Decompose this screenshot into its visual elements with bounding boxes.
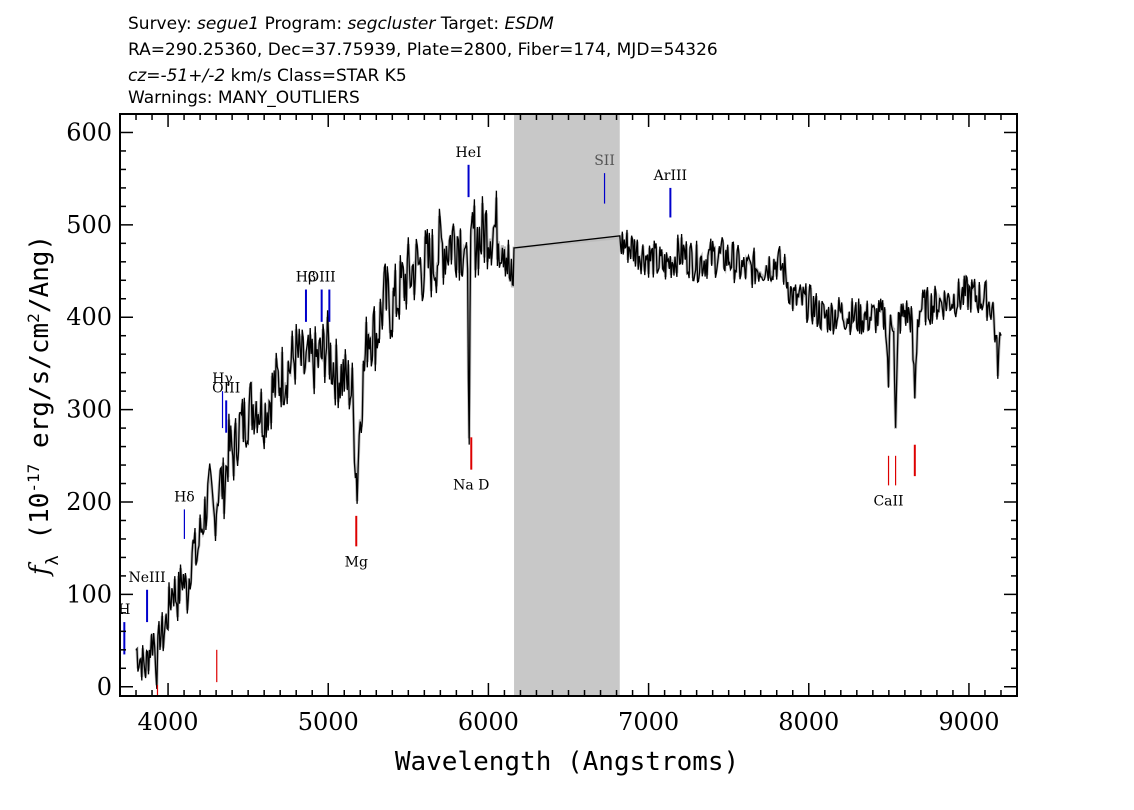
header-coordinates-line: RA=290.25360, Dec=37.75939, Plate=2800, … (128, 40, 718, 60)
spectral-line-label: SII (594, 153, 615, 169)
y-tick-label: 300 (66, 396, 112, 424)
spectral-line-label: Hβ (296, 270, 316, 286)
spectral-line-label: HeI (456, 145, 482, 161)
spectral-line-label: CaII (873, 493, 903, 509)
x-axis-title: Wavelength (Angstroms) (395, 747, 739, 777)
x-tick-label: 5000 (298, 708, 359, 736)
header-warnings-line: Warnings: MANY_OUTLIERS (128, 88, 360, 108)
y-tick-label: 0 (97, 673, 112, 701)
x-tick-label: 9000 (938, 708, 999, 736)
x-tick-label: 6000 (458, 708, 519, 736)
header-redshift-line: cz=-51+/-2 km/s Class=STAR K5 (128, 66, 407, 86)
spectral-line-label: Hδ (174, 489, 195, 505)
x-tick-label: 4000 (138, 708, 199, 736)
spectral-line-label: H (118, 602, 130, 618)
y-axis-title: fλ (10-17 erg/s/cm2/Ang) (24, 235, 64, 577)
spectral-line-label: Hγ (212, 371, 233, 387)
spectral-line-label: OIII (212, 380, 240, 396)
spectral-line-label: Na D (453, 478, 489, 494)
y-tick-label: 400 (66, 303, 112, 331)
header: Survey: segue1 Program: segcluster Targe… (128, 14, 718, 108)
masked-region (514, 114, 620, 696)
masked-region-rect (514, 114, 620, 696)
spectral-line-label: OIII (308, 270, 336, 286)
spectral-line-label: NeIII (128, 570, 165, 586)
x-tick-label: 8000 (778, 708, 839, 736)
y-tick-label: 600 (66, 118, 112, 146)
spectrum-series (135, 190, 1002, 689)
header-survey-line: Survey: segue1 Program: segcluster Targe… (128, 14, 554, 34)
x-tick-label: 7000 (618, 708, 679, 736)
spectral-line-label: Mg (345, 554, 368, 570)
y-tick-label: 200 (66, 488, 112, 516)
spectrum-line (135, 190, 1002, 689)
y-tick-label: 500 (66, 211, 112, 239)
spectral-line-label: ArIII (653, 168, 687, 184)
axes: 4000 5000 6000 7000 8000 9000 0 100 200 300 400 500… (66, 113, 1018, 736)
y-tick-label: 100 (66, 580, 112, 608)
